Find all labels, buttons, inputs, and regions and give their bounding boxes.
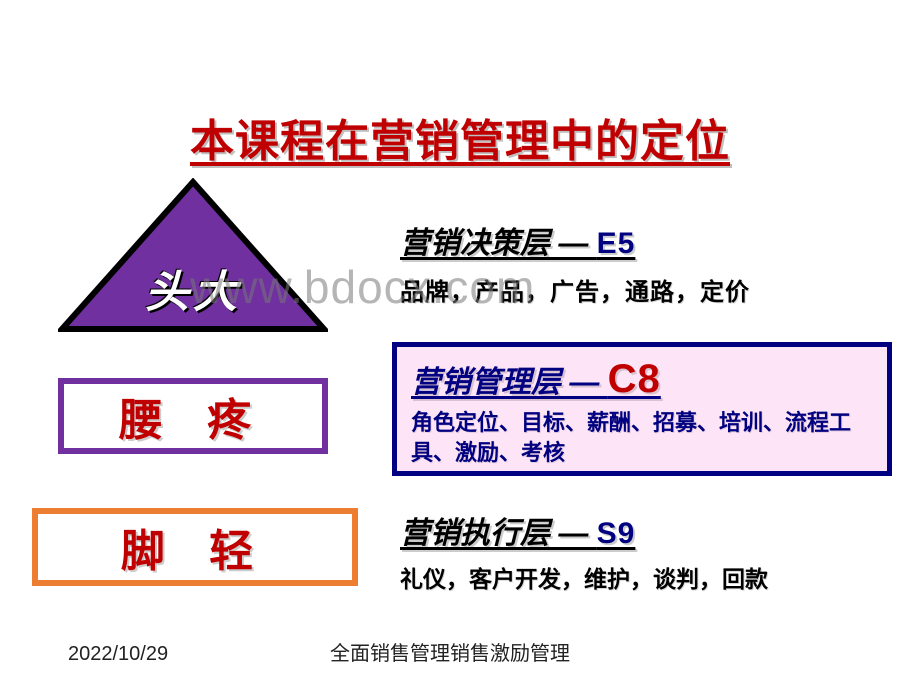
layer-execution-code: S9	[597, 517, 636, 550]
layer-management-box: 营销管理层 — C8 角色定位、目标、薪酬、招募、培训、流程工具、激励、考核	[392, 342, 892, 476]
layer-management-sub: 角色定位、目标、薪酬、招募、培训、流程工具、激励、考核	[411, 408, 873, 467]
pyramid-top-triangle: 头大	[58, 178, 328, 333]
dash: —	[561, 366, 608, 399]
layer-decision: 营销决策层 — E5 品牌，产品，广告，通路，定价	[400, 218, 900, 307]
title-wrap: 本课程在营销管理中的定位	[0, 105, 920, 169]
layer-management-code: C8	[608, 357, 661, 401]
layer-execution-sub: 礼仪，客户开发，维护，谈判，回款	[400, 560, 910, 594]
dash: —	[550, 227, 597, 260]
layer-decision-sub: 品牌，产品，广告，通路，定价	[400, 272, 900, 307]
slide: 本课程在营销管理中的定位 头大 腰 疼 脚 轻 营销决策层 — E5 品牌，产品…	[0, 0, 920, 690]
layer-execution-heading: 营销执行层 — S9	[400, 508, 910, 552]
pyramid-bottom-box: 脚 轻	[32, 508, 358, 586]
pyramid-bottom-label: 脚 轻	[121, 515, 269, 579]
footer-date: 2022/10/29	[68, 643, 168, 666]
layer-management-heading-text: 营销管理层	[411, 366, 561, 399]
layer-execution: 营销执行层 — S9 礼仪，客户开发，维护，谈判，回款	[400, 508, 910, 594]
pyramid-top-label: 头大	[58, 256, 328, 320]
pyramid-middle-box: 腰 疼	[58, 378, 328, 454]
layer-decision-heading-text: 营销决策层	[400, 227, 550, 260]
layer-management-heading: 营销管理层 — C8	[411, 357, 873, 402]
layer-execution-heading-text: 营销执行层	[400, 517, 550, 550]
pyramid-middle-label: 腰 疼	[119, 384, 267, 448]
layer-decision-heading: 营销决策层 — E5	[400, 218, 900, 262]
footer-title: 全面销售管理销售激励管理	[330, 637, 570, 666]
layer-decision-code: E5	[597, 227, 636, 260]
dash: —	[550, 517, 597, 550]
page-title: 本课程在营销管理中的定位	[190, 105, 730, 169]
